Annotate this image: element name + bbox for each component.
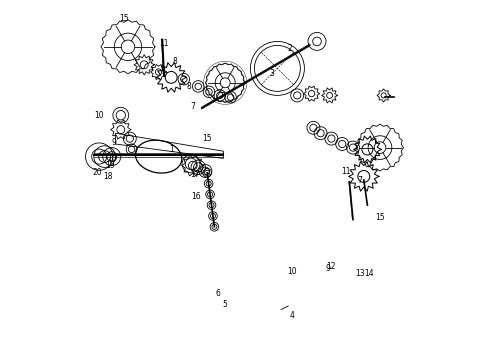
Text: 20: 20 [93, 168, 102, 177]
Text: 9: 9 [111, 138, 116, 147]
Text: 15: 15 [120, 14, 129, 23]
Text: 7: 7 [190, 102, 195, 111]
Text: 3: 3 [270, 69, 274, 78]
Text: 9: 9 [325, 264, 330, 273]
Text: 5: 5 [223, 300, 228, 309]
Text: 18: 18 [103, 172, 113, 181]
Text: 10: 10 [95, 111, 104, 120]
Text: 19: 19 [105, 161, 115, 170]
Text: 7: 7 [358, 176, 363, 185]
Text: 12: 12 [327, 262, 336, 271]
Text: 11: 11 [341, 166, 350, 176]
Text: 17: 17 [190, 170, 199, 179]
Text: 8: 8 [172, 57, 177, 66]
Text: 2: 2 [288, 44, 293, 53]
Text: 10: 10 [287, 267, 296, 276]
Text: 4: 4 [290, 310, 294, 320]
Text: 8: 8 [187, 82, 192, 91]
Text: 10: 10 [107, 154, 117, 163]
Text: 1: 1 [169, 145, 173, 154]
Text: 15: 15 [375, 213, 385, 222]
Text: 16: 16 [192, 192, 201, 201]
Text: 15: 15 [202, 134, 212, 143]
Text: 6: 6 [216, 289, 220, 298]
Text: 11: 11 [159, 39, 169, 48]
Text: 13: 13 [355, 269, 365, 278]
Text: 14: 14 [365, 269, 374, 278]
